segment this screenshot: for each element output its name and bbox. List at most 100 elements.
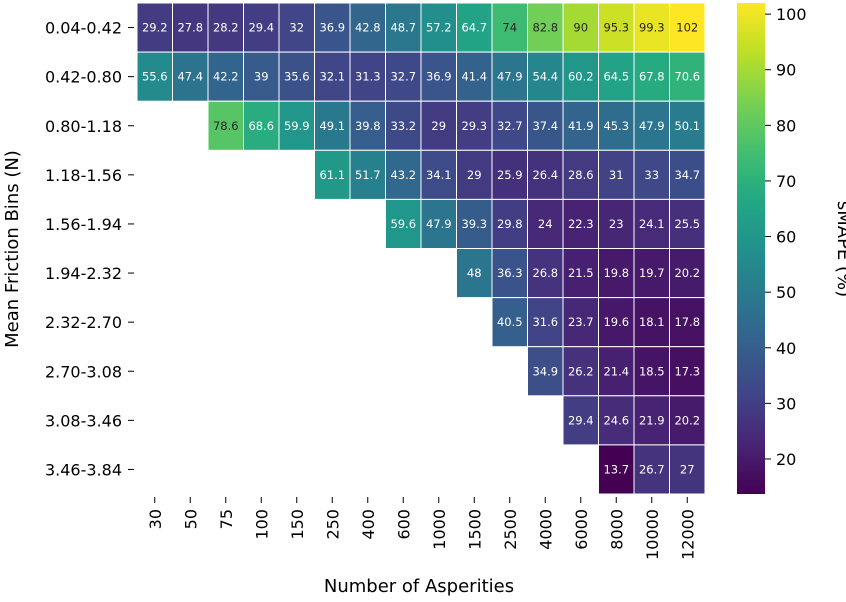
cell-value-label: 47.4: [177, 70, 203, 84]
heatmap-cell: [669, 100, 706, 151]
heatmap-cell: [598, 444, 635, 495]
cell-value-label: 32.7: [390, 70, 416, 84]
colorbar-tick-label: 90: [776, 61, 796, 80]
heatmap-cell: [669, 248, 706, 299]
heatmap-cell: [527, 297, 564, 348]
cell-value-label: 28.2: [213, 21, 239, 35]
cell-value-label: 21.5: [568, 266, 594, 280]
x-tick-label: 30: [146, 509, 165, 529]
cell-value-label: 20.2: [674, 266, 700, 280]
cell-value-label: 64.7: [461, 21, 487, 35]
cell-value-label: 61.1: [319, 168, 345, 182]
y-tick-label: 2.32-2.70: [45, 313, 122, 332]
cell-value-label: 25.5: [674, 217, 700, 231]
cell-value-label: 78.6: [213, 119, 239, 133]
heatmap-cell: [598, 198, 635, 249]
heatmap-cell: [562, 100, 599, 151]
heatmap-cell: [136, 51, 173, 102]
cell-value-label: 39: [254, 70, 269, 84]
cell-value-label: 36.3: [497, 266, 523, 280]
cell-value-label: 34.7: [674, 168, 700, 182]
cell-value-label: 32.1: [319, 70, 345, 84]
x-tick-label: 75: [217, 509, 236, 529]
heatmap-cell: [633, 395, 670, 446]
heatmap-cell: [243, 51, 280, 102]
cell-value-label: 19.8: [603, 266, 629, 280]
heatmap-cell: [456, 100, 493, 151]
heatmap-cell: [172, 51, 209, 102]
x-tick-label: 400: [359, 509, 378, 540]
cell-value-label: 26.4: [532, 168, 558, 182]
cell-value-label: 21.9: [639, 413, 665, 427]
cell-value-label: 27.8: [177, 21, 203, 35]
heatmap-cell: [491, 51, 528, 102]
cell-value-label: 42.2: [213, 70, 239, 84]
cell-value-label: 32: [289, 21, 304, 35]
x-tick-label: 8000: [607, 509, 626, 550]
heatmap-cell: [669, 346, 706, 397]
heatmap-cell: [420, 149, 457, 200]
heatmap-cell: [598, 297, 635, 348]
heatmap-cell: [669, 444, 706, 495]
cell-value-label: 20.2: [674, 413, 700, 427]
heatmap-cell: [669, 2, 706, 53]
cell-value-label: 59.6: [390, 217, 416, 231]
cell-value-label: 59.9: [284, 119, 310, 133]
colorbar-tick-label: 60: [776, 228, 796, 247]
cell-value-label: 51.7: [355, 168, 381, 182]
cell-value-label: 95.3: [603, 21, 629, 35]
cell-value-label: 24: [538, 217, 553, 231]
heatmap-cell: [491, 198, 528, 249]
x-tick-label: 1000: [430, 509, 449, 550]
y-tick-labels: 0.04-0.42 0.42-0.80 0.80-1.18 1.18-1.56 1.56…: [45, 19, 134, 479]
heatmap-cell: [633, 346, 670, 397]
x-tick-label: 100: [252, 509, 271, 540]
cell-value-label: 26.8: [532, 266, 558, 280]
cell-value-label: 47.9: [426, 217, 452, 231]
heatmap-cell: [456, 248, 493, 299]
cell-value-label: 54.4: [532, 70, 558, 84]
cell-value-label: 39.3: [461, 217, 487, 231]
cell-value-label: 24.6: [603, 413, 629, 427]
x-tick-label: 50: [181, 509, 200, 529]
cell-value-label: 45.3: [603, 119, 629, 133]
colorbar-ticks: 20 30 40 50 60 70 80 90 100: [765, 5, 807, 469]
colorbar-tick-label: 50: [776, 283, 796, 302]
y-tick-label: 2.70-3.08: [45, 362, 122, 381]
cell-value-label: 47.9: [497, 70, 523, 84]
heatmap-cell: [562, 297, 599, 348]
cell-value-label: 102: [676, 21, 698, 35]
cell-value-label: 26.2: [568, 364, 594, 378]
heatmap-cell: [207, 51, 244, 102]
cell-value-label: 29.3: [461, 119, 487, 133]
y-tick-label: 1.18-1.56: [45, 166, 122, 185]
cell-value-label: 18.5: [639, 364, 665, 378]
heatmap-cell: [136, 2, 173, 53]
cell-value-label: 29.8: [497, 217, 523, 231]
cell-value-label: 19.7: [639, 266, 665, 280]
cell-value-label: 26.7: [639, 462, 665, 476]
heatmap-cell: [633, 51, 670, 102]
cell-value-label: 47.9: [639, 119, 665, 133]
heatmap-cell: [633, 248, 670, 299]
cell-value-label: 33: [644, 168, 659, 182]
colorbar-tick-label: 70: [776, 172, 796, 191]
cell-value-label: 36.9: [426, 70, 452, 84]
x-tick-label: 2500: [501, 509, 520, 550]
heatmap-cell: [598, 346, 635, 397]
colorbar-tick-label: 20: [776, 450, 796, 469]
cell-value-label: 55.6: [142, 70, 168, 84]
cell-value-label: 60.2: [568, 70, 594, 84]
heatmap-cell: [314, 100, 351, 151]
cell-value-label: 29: [431, 119, 446, 133]
cell-value-label: 17.8: [674, 315, 700, 329]
heatmap-cell: [562, 248, 599, 299]
cell-value-label: 67.8: [639, 70, 665, 84]
cell-value-label: 50.1: [674, 119, 700, 133]
cell-value-label: 31.6: [532, 315, 558, 329]
cell-value-label: 29.2: [142, 21, 168, 35]
x-tick-labels: 30 50 75 100 150 250 400 600 1000 1500 2500 4000 600…: [146, 497, 697, 560]
colorbar-tick-label: 80: [776, 116, 796, 135]
x-axis-label: Number of Asperities: [324, 576, 514, 597]
heatmap-cell: [527, 2, 564, 53]
